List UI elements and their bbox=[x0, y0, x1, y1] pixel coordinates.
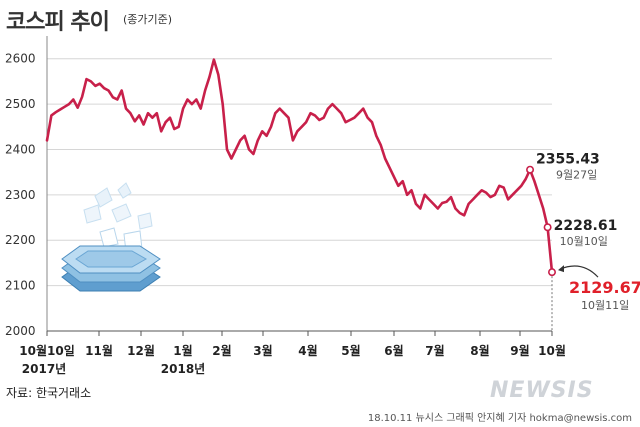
annotation-date-sep27: 9월27일 bbox=[556, 168, 597, 182]
source-note: 자료: 한국거래소 bbox=[6, 386, 92, 400]
x-tick-label: 7월 bbox=[425, 343, 444, 358]
y-tick-label: 2300 bbox=[5, 188, 36, 202]
x-tick-label: 10월 bbox=[538, 343, 566, 358]
kospi-series-line bbox=[45, 58, 554, 274]
year-label-2018: 2018년 bbox=[161, 362, 205, 376]
annotation-value-oct10: 2228.61 bbox=[554, 218, 618, 234]
x-tick-label: 6월 bbox=[384, 343, 403, 358]
y-tick-label: 2500 bbox=[5, 97, 36, 111]
highlight-point bbox=[547, 268, 556, 277]
y-tick-label: 2400 bbox=[5, 142, 36, 156]
y-tick-label: 2100 bbox=[5, 279, 36, 293]
x-tick-label: 1월 bbox=[173, 343, 192, 358]
x-tick-label: 11월 bbox=[85, 343, 113, 358]
x-tick-label: 5월 bbox=[341, 343, 360, 358]
y-tick-label: 2000 bbox=[5, 324, 36, 338]
highlight-point bbox=[526, 165, 535, 174]
y-tick-label: 2600 bbox=[5, 52, 36, 66]
year-label-2017: 2017년 bbox=[22, 362, 66, 376]
annotation-date-oct11: 10월11일 bbox=[581, 298, 629, 312]
annotation-value-sep27: 2355.43 bbox=[536, 152, 600, 168]
x-tick-label: 10월10일 bbox=[19, 343, 74, 358]
arrow-curve bbox=[559, 265, 599, 278]
chart-title: 코스피 추이 bbox=[6, 10, 110, 35]
x-tick-label: 2월 bbox=[212, 343, 231, 358]
x-tick-label: 4월 bbox=[298, 343, 317, 358]
x-tick-label: 8월 bbox=[470, 343, 489, 358]
x-tick-label: 12월 bbox=[127, 343, 155, 358]
x-tick-label: 9월 bbox=[510, 343, 529, 358]
highlight-point bbox=[543, 223, 552, 232]
chart-subtitle: (종가기준) bbox=[123, 13, 173, 26]
annotation-value-oct11: 2129.67 bbox=[569, 278, 640, 297]
falling-papers-tray-icon bbox=[61, 182, 161, 292]
arrow-head bbox=[558, 265, 564, 273]
x-tick-label: 3월 bbox=[253, 343, 272, 358]
annotation-date-oct10: 10월10일 bbox=[560, 234, 608, 248]
graphic-credit: 18.10.11 뉴시스 그래픽 안지혜 기자 hokma@newsis.com bbox=[367, 413, 632, 424]
y-tick-label: 2200 bbox=[5, 233, 36, 247]
newsis-watermark: NEWSIS bbox=[490, 378, 594, 403]
